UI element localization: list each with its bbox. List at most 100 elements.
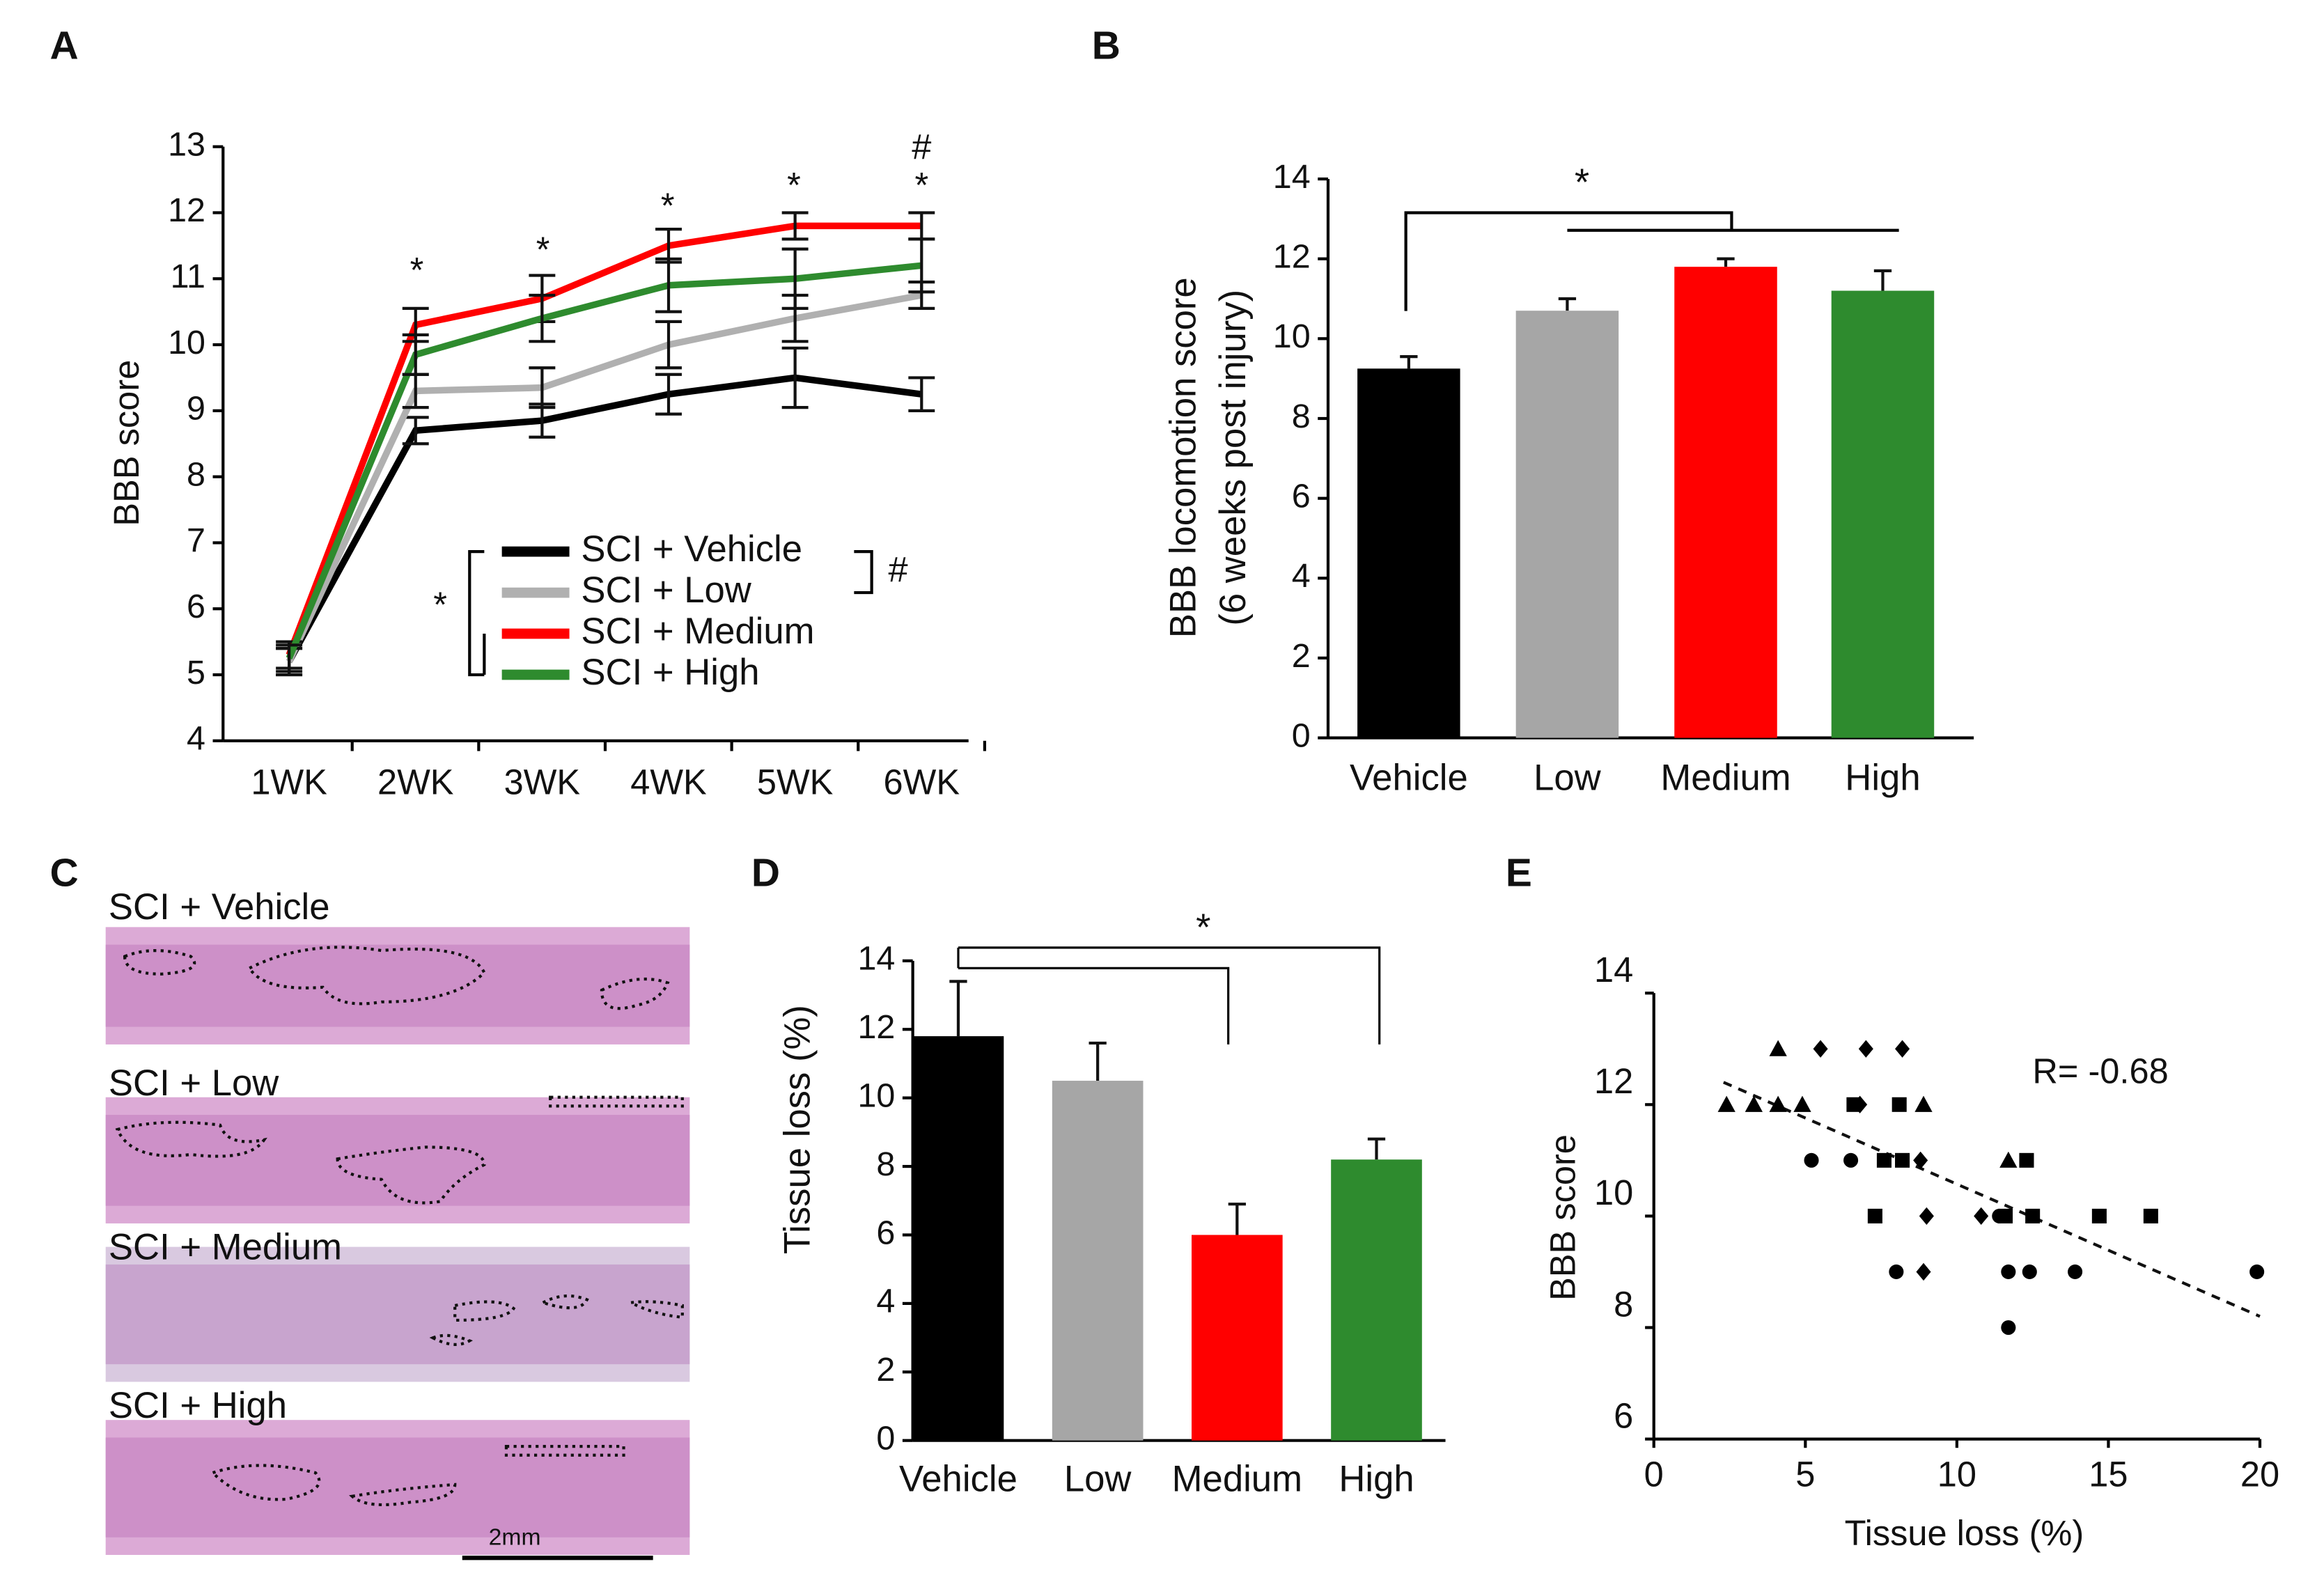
annotation: * — [914, 165, 928, 205]
error-bar — [655, 257, 682, 313]
error-bar — [949, 980, 967, 1037]
y-tick-label: 10 — [168, 324, 205, 361]
error-bar — [781, 247, 809, 311]
point — [1974, 1207, 1989, 1226]
point — [1916, 1262, 1931, 1281]
line-series — [286, 292, 923, 664]
x-tick-label: Low — [1064, 1459, 1132, 1500]
point — [1913, 1151, 1928, 1169]
y-tick-label: 10 — [857, 1077, 895, 1114]
error-bar — [655, 320, 682, 370]
x-tick-label: 20 — [2240, 1455, 2279, 1494]
point — [1895, 1152, 1910, 1168]
x-tick-label: 4WK — [630, 762, 707, 801]
histology-tissue — [105, 1115, 690, 1206]
error-bar — [1089, 1041, 1107, 1081]
error-bar — [402, 333, 429, 376]
x-tick-label: High — [1339, 1459, 1414, 1500]
y-tick-label: 4 — [187, 720, 205, 758]
point — [1919, 1207, 1934, 1226]
point — [1895, 1040, 1910, 1058]
legend-label: SCI + High — [581, 652, 759, 693]
lesion-outline — [210, 1445, 625, 1506]
x-tick-label: 6WK — [884, 762, 960, 801]
point — [1876, 1152, 1892, 1168]
x-tick-label: Medium — [1172, 1459, 1302, 1500]
error-bar — [1558, 297, 1577, 311]
legend-label: SCI + Vehicle — [581, 529, 802, 570]
histology-tissue — [105, 1264, 690, 1365]
y-tick-label: 4 — [876, 1283, 895, 1320]
image-label: SCI + Medium — [109, 1227, 342, 1268]
annotation: * — [410, 250, 424, 290]
annotation: * — [433, 585, 447, 625]
histology-tissue — [105, 1437, 690, 1538]
point — [1769, 1095, 1787, 1112]
point — [1889, 1264, 1904, 1279]
y-tick-label: 0 — [876, 1419, 895, 1457]
x-tick-label: Low — [1534, 758, 1602, 799]
y-tick-label: 4 — [1292, 557, 1311, 595]
y-tick-label: 6 — [1292, 477, 1311, 515]
annotation: R= -0.68 — [2032, 1051, 2168, 1090]
error-bar — [1367, 1137, 1386, 1160]
bar — [1674, 267, 1777, 738]
annotation: * — [787, 165, 801, 205]
y-tick-label: 6 — [187, 588, 205, 625]
x-tick-label: 2WK — [377, 762, 454, 801]
trend-line — [1722, 1081, 2261, 1318]
lesion-outline — [429, 1294, 684, 1346]
y-tick-label: 12 — [168, 191, 205, 229]
y-axis-label: BBB score — [1543, 1134, 1583, 1301]
bar — [1192, 1235, 1283, 1441]
point — [2019, 1152, 2034, 1168]
line-series — [286, 262, 922, 660]
error-bar — [781, 346, 809, 409]
image-label: SCI + Low — [109, 1063, 279, 1104]
legend-bracket — [854, 549, 873, 595]
x-tick-label: High — [1845, 758, 1920, 799]
legend-bracket — [468, 549, 486, 677]
image-label: SCI + Vehicle — [109, 886, 330, 928]
x-tick-label: Vehicle — [899, 1459, 1017, 1500]
y-tick-label: 10 — [1594, 1173, 1633, 1212]
legend-label: SCI + Medium — [581, 611, 814, 652]
point — [1717, 1095, 1736, 1112]
bar — [1515, 311, 1619, 738]
point — [2143, 1208, 2158, 1223]
y-tick-label: 0 — [1292, 717, 1311, 754]
scale-bar-label: 2mm — [489, 1524, 541, 1551]
significance-bracket — [1404, 211, 1899, 311]
panel-label: D — [751, 852, 780, 895]
y-tick-label: 8 — [876, 1145, 895, 1183]
error-bar — [1228, 1203, 1246, 1235]
annotation: * — [661, 186, 675, 226]
point — [2001, 1320, 2016, 1336]
point — [1804, 1152, 1819, 1168]
y-tick-label: 6 — [1614, 1395, 1633, 1435]
panel-label: A — [50, 24, 79, 68]
annotation: * — [1575, 160, 1589, 203]
point — [1999, 1151, 2018, 1168]
error-bar — [529, 366, 556, 409]
x-tick-label: 5 — [1795, 1455, 1815, 1494]
x-tick-label: 10 — [1937, 1455, 1976, 1494]
error-bar — [276, 643, 303, 673]
y-tick-label: 9 — [187, 390, 205, 428]
point — [2091, 1208, 2107, 1223]
y-axis-label: BBB score — [107, 360, 146, 526]
error-bar — [1400, 355, 1418, 369]
point — [1858, 1040, 1873, 1058]
error-bar — [908, 376, 935, 412]
bar — [912, 1036, 1004, 1441]
annotation: # — [912, 127, 931, 166]
bar — [1831, 290, 1935, 738]
image-label: SCI + High — [109, 1385, 287, 1426]
line-series — [286, 222, 922, 657]
point — [1745, 1095, 1763, 1112]
point — [1813, 1040, 1828, 1058]
y-tick-label: 6 — [876, 1214, 895, 1251]
point — [1793, 1095, 1811, 1112]
point — [1992, 1208, 2007, 1223]
